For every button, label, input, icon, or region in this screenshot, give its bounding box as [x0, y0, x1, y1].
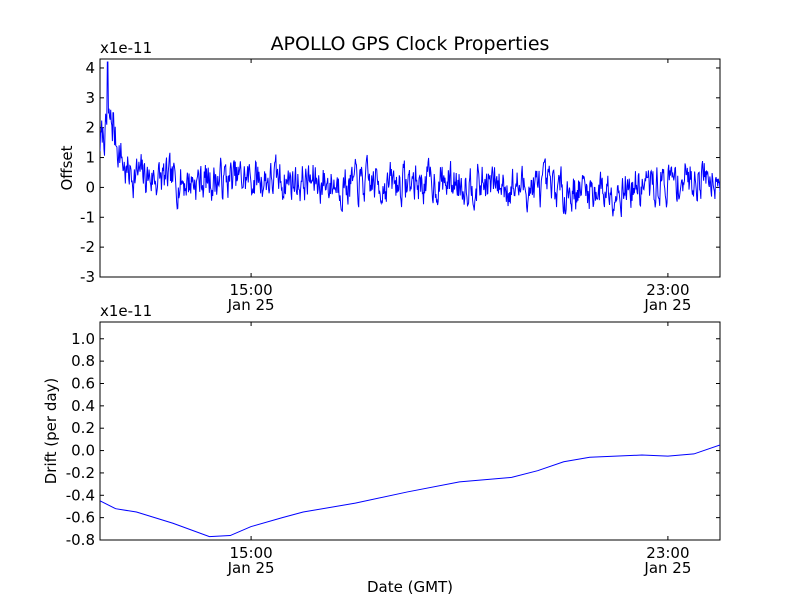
panel-drift: -0.8-0.6-0.4-0.20.00.20.40.60.81.015:00J…	[42, 302, 721, 577]
drift-x-tick-date: Jan 25	[643, 559, 691, 577]
drift-y-tick-label: -0.2	[66, 464, 95, 482]
drift-y-tick-label: 0.4	[71, 397, 95, 415]
drift-y-tick-label: 0.0	[71, 442, 95, 460]
offset-y-tick-label: -3	[80, 268, 95, 286]
offset-x-tick-date: Jan 25	[227, 296, 275, 314]
offset-y-tick-label: -2	[80, 238, 95, 256]
drift-x-tick-date: Jan 25	[227, 559, 275, 577]
drift-y-tick-label: -0.6	[66, 509, 95, 527]
offset-offset-label: x1e-11	[100, 39, 152, 57]
drift-x-tick-time: 15:00	[229, 544, 272, 562]
offset-y-tick-label: -1	[80, 208, 95, 226]
drift-y-axis-label: Drift (per day)	[42, 378, 60, 485]
drift-y-tick-label: 0.2	[71, 419, 95, 437]
offset-y-axis-label: Offset	[58, 145, 76, 190]
drift-plot-frame	[99, 321, 721, 541]
chart-title: APOLLO GPS Clock Properties	[271, 33, 550, 55]
drift-y-tick-label: -0.8	[66, 531, 95, 549]
drift-y-tick-label: 1.0	[71, 330, 95, 348]
offset-y-tick-label: 4	[85, 59, 95, 77]
offset-plot-frame	[99, 58, 721, 278]
offset-y-tick-label: 2	[85, 119, 95, 137]
offset-y-tick-label: 3	[85, 89, 95, 107]
drift-y-tick-label: 0.8	[71, 352, 95, 370]
x-axis-label: Date (GMT)	[367, 578, 453, 596]
drift-y-tick-label: 0.6	[71, 374, 95, 392]
offset-series-line	[100, 61, 720, 217]
drift-offset-label: x1e-11	[100, 302, 152, 320]
drift-x-tick-time: 23:00	[646, 544, 689, 562]
offset-y-tick-label: 0	[85, 178, 95, 196]
offset-y-tick-label: 1	[85, 149, 95, 167]
drift-y-tick-label: -0.4	[66, 486, 95, 504]
offset-x-tick-time: 15:00	[229, 281, 272, 299]
offset-x-tick-date: Jan 25	[643, 296, 691, 314]
offset-x-tick-time: 23:00	[646, 281, 689, 299]
drift-series-line	[100, 444, 720, 538]
